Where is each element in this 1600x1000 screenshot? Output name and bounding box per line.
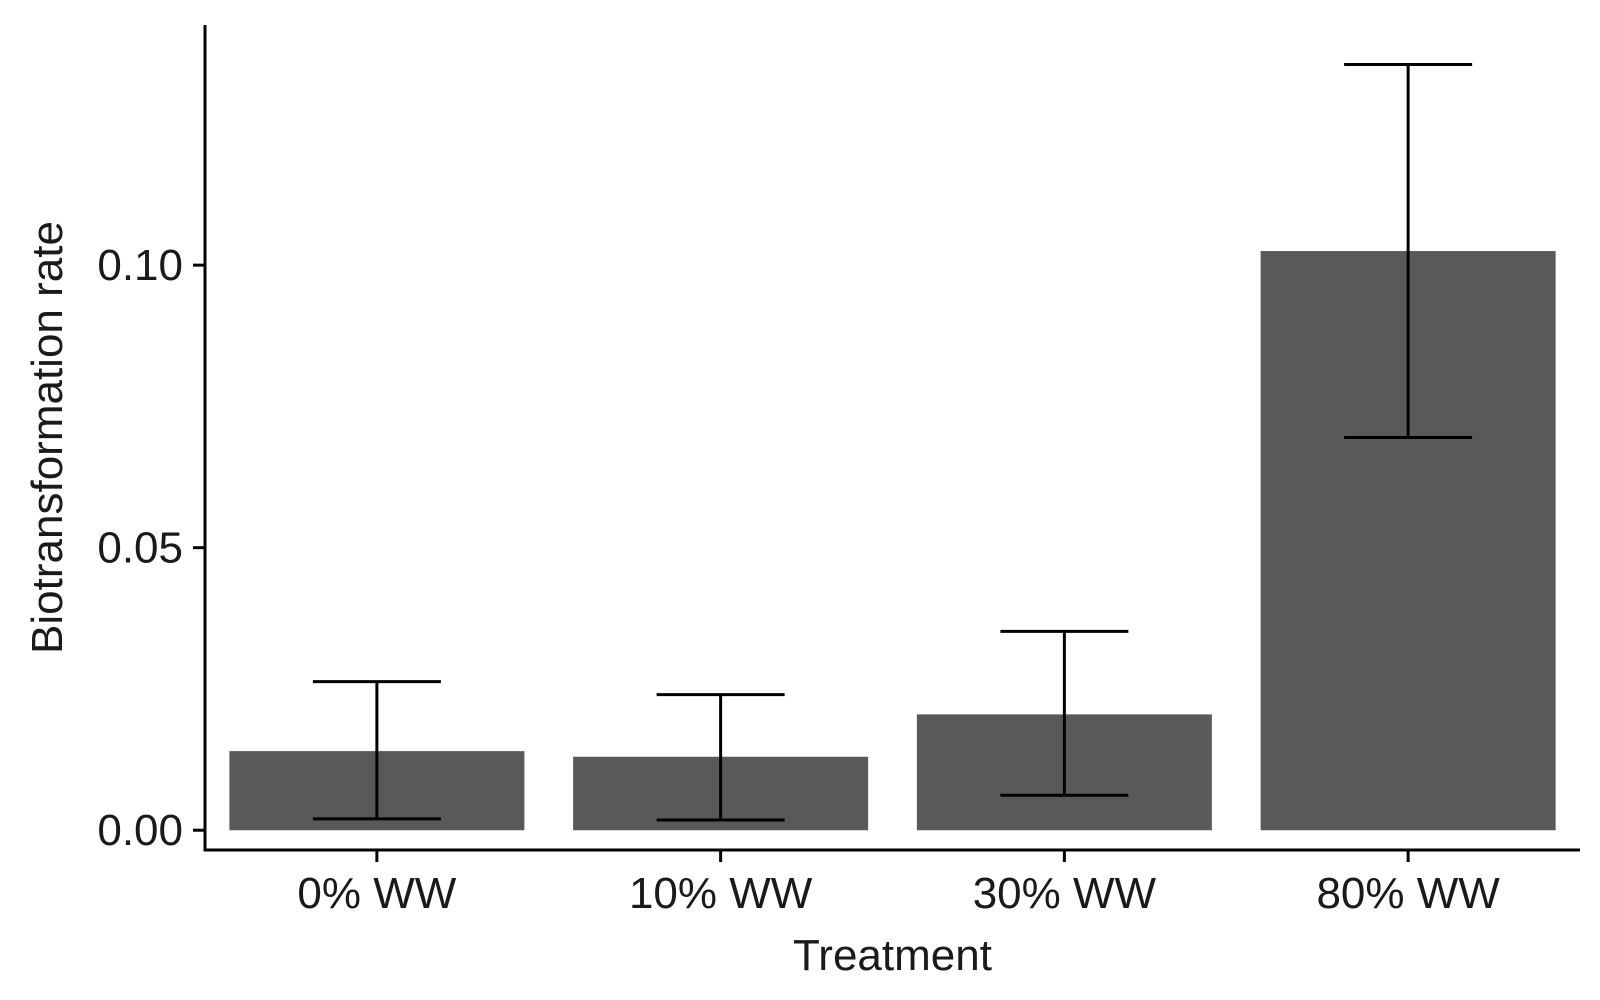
x-axis-title: Treatment — [793, 931, 992, 980]
y-ticks: 0.00 0.05 0.10 — [97, 241, 205, 855]
y-tick-label: 0.00 — [97, 806, 183, 855]
y-tick-label: 0.05 — [97, 524, 183, 573]
error-bar-3 — [1344, 63, 1473, 439]
error-bar-1 — [656, 693, 785, 822]
x-tick-label: 30% WW — [973, 869, 1157, 918]
x-ticks: 0% WW 10% WW 30% WW 80% WW — [297, 850, 1500, 918]
error-bars — [312, 63, 1473, 822]
plot-area — [229, 251, 1556, 831]
x-tick-label: 80% WW — [1316, 869, 1500, 918]
y-axis-title: Biotransformation rate — [23, 221, 72, 654]
y-tick-label: 0.10 — [97, 241, 183, 290]
x-tick-label: 0% WW — [297, 869, 456, 918]
error-bar-2 — [1000, 629, 1129, 797]
x-tick-label: 10% WW — [629, 869, 813, 918]
error-bar-0 — [312, 680, 441, 821]
